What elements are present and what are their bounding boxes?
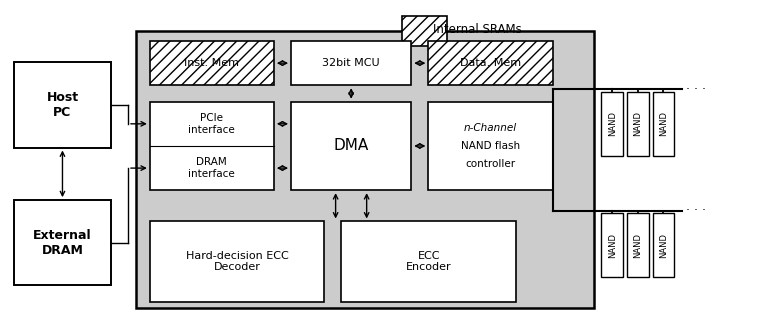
Text: Hard-decision ECC
Decoder: Hard-decision ECC Decoder: [185, 251, 289, 272]
Text: · · ·: · · ·: [686, 204, 706, 217]
Text: DRAM
interface: DRAM interface: [189, 157, 235, 179]
Bar: [150, 221, 324, 302]
Bar: [14, 200, 111, 285]
Text: NAND: NAND: [633, 111, 643, 136]
Bar: [341, 221, 516, 302]
Bar: [627, 92, 649, 156]
Bar: [653, 213, 674, 277]
Text: · · ·: · · ·: [686, 83, 706, 96]
Text: NAND: NAND: [608, 111, 617, 136]
Text: PCIe
interface: PCIe interface: [189, 113, 235, 134]
Bar: [428, 102, 553, 190]
Bar: [291, 102, 411, 190]
Text: n-Channel: n-Channel: [464, 123, 517, 133]
Text: NAND: NAND: [659, 111, 668, 136]
Text: Host
PC: Host PC: [47, 91, 78, 119]
Bar: [402, 16, 447, 46]
Bar: [14, 62, 111, 148]
Bar: [150, 102, 274, 190]
Text: NAND: NAND: [633, 233, 643, 258]
Text: DMA: DMA: [334, 138, 369, 154]
Text: Data. Mem: Data. Mem: [460, 58, 521, 68]
Bar: [627, 213, 649, 277]
Bar: [653, 92, 674, 156]
Text: NAND: NAND: [659, 233, 668, 258]
Bar: [601, 92, 623, 156]
Text: 32bit MCU: 32bit MCU: [322, 58, 380, 68]
Bar: [601, 213, 623, 277]
Text: NAND: NAND: [608, 233, 617, 258]
Text: Inst. Mem: Inst. Mem: [185, 58, 239, 68]
Text: External
DRAM: External DRAM: [33, 229, 92, 257]
Text: NAND flash: NAND flash: [461, 141, 520, 151]
Text: ECC
Encoder: ECC Encoder: [406, 251, 452, 272]
Bar: [291, 41, 411, 85]
Bar: [428, 41, 553, 85]
Bar: [136, 31, 594, 308]
Bar: [150, 41, 274, 85]
Text: Internal SRAMs: Internal SRAMs: [433, 23, 521, 36]
Text: controller: controller: [466, 159, 515, 169]
